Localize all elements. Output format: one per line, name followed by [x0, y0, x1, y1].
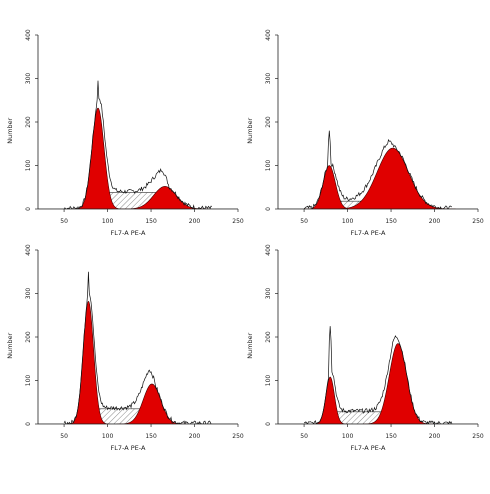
x-tick-label: 100 [102, 218, 114, 225]
x-tick-label: 150 [385, 218, 397, 225]
y-axis-title: Number [6, 332, 14, 358]
x-tick-label: 150 [145, 433, 157, 440]
data-envelope-line [303, 326, 453, 424]
data-envelope-line [63, 271, 212, 424]
y-tick-label: 200 [265, 116, 272, 128]
x-tick-label: 150 [385, 433, 397, 440]
y-tick-label: 100 [265, 375, 272, 387]
x-tick-label: 50 [60, 433, 68, 440]
y-axis-title: Number [6, 117, 14, 143]
x-tick-label: 200 [189, 218, 201, 225]
y-tick-label: 0 [265, 422, 272, 426]
y-tick-label: 0 [265, 207, 272, 211]
x-tick-label: 50 [60, 218, 68, 225]
panel-top-left: 50 100 150 200 250 0 100 200 300 400 FL7-A PE-A Num… [6, 29, 244, 237]
y-tick-label: 300 [265, 73, 272, 85]
x-tick-label: 250 [472, 218, 484, 225]
peak-g1 [73, 107, 123, 209]
panel-top-right: 50 100 150 200 250 0 100 200 300 400 FL7-A PE-A Num… [246, 29, 484, 237]
x-tick-label: 100 [342, 218, 354, 225]
y-tick-label: 400 [25, 244, 32, 256]
x-tick-label: 150 [145, 218, 157, 225]
s-phase-area [38, 192, 238, 209]
x-axis-title: FL7-A PE-A [111, 229, 146, 237]
x-tick-label: 100 [102, 433, 114, 440]
panel-bottom-left: 50 100 150 200 250 0 100 200 300 400 FL7-A PE-A Num… [6, 244, 244, 452]
peak-g2 [362, 343, 434, 424]
x-tick-label: 250 [472, 433, 484, 440]
y-tick-label: 200 [25, 331, 32, 343]
y-tick-label: 0 [25, 207, 32, 211]
x-axis-title: FL7-A PE-A [111, 444, 146, 452]
y-tick-label: 200 [265, 331, 272, 343]
y-tick-label: 400 [25, 29, 32, 41]
data-envelope-line [63, 80, 213, 209]
y-tick-label: 100 [25, 375, 32, 387]
y-axis-title: Number [246, 117, 254, 143]
x-tick-label: 250 [232, 218, 244, 225]
x-axis-title: FL7-A PE-A [351, 444, 386, 452]
x-tick-label: 100 [342, 433, 354, 440]
y-axis-title: Number [246, 332, 254, 358]
y-tick-label: 100 [265, 160, 272, 172]
panel-bottom-right: 50 100 150 200 250 0 100 200 300 400 FL7-A PE-A Num… [246, 244, 484, 452]
x-tick-label: 50 [300, 433, 308, 440]
y-tick-label: 200 [25, 116, 32, 128]
peak-g2 [119, 186, 211, 209]
y-tick-label: 400 [265, 244, 272, 256]
y-tick-label: 0 [25, 422, 32, 426]
y-tick-label: 300 [25, 73, 32, 85]
x-tick-label: 50 [300, 218, 308, 225]
x-tick-label: 250 [232, 433, 244, 440]
y-tick-label: 300 [25, 288, 32, 300]
y-tick-label: 100 [25, 160, 32, 172]
x-tick-label: 200 [189, 433, 201, 440]
x-tick-label: 200 [429, 218, 441, 225]
y-tick-label: 400 [265, 29, 272, 41]
peak-g2 [329, 147, 456, 209]
x-tick-label: 200 [429, 433, 441, 440]
peak-g1 [312, 376, 348, 424]
y-tick-label: 300 [265, 288, 272, 300]
x-axis-title: FL7-A PE-A [351, 229, 386, 237]
data-envelope-line [303, 130, 453, 209]
